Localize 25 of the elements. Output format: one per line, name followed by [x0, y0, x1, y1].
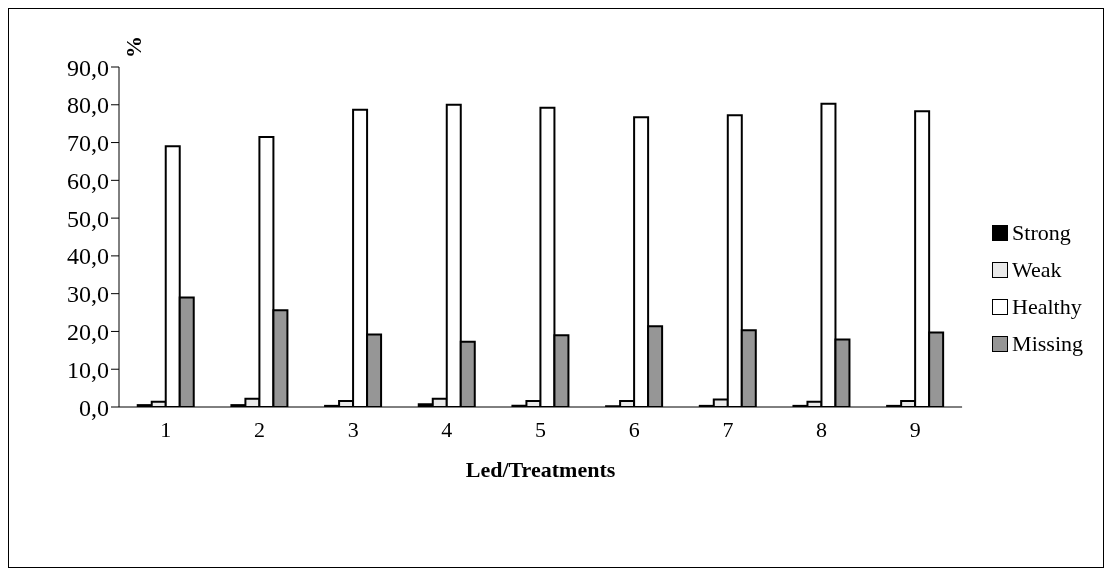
- y-tick-label: 60,0: [67, 167, 109, 194]
- x-axis-title: Led/Treatments: [465, 457, 616, 482]
- y-tick-label: 70,0: [67, 130, 109, 157]
- y-tick-label: 40,0: [67, 243, 109, 270]
- x-tick-label: 7: [722, 416, 734, 442]
- legend-label: Missing: [1012, 330, 1083, 357]
- x-tick-label: 3: [347, 416, 359, 442]
- y-tick-label: 50,0: [67, 205, 109, 232]
- x-tick-label: 5: [535, 416, 547, 442]
- legend-label: Strong: [1012, 219, 1071, 246]
- x-tick-label: 4: [441, 416, 453, 442]
- y-tick-label: 0,0: [79, 394, 109, 421]
- y-tick-label: 10,0: [67, 356, 109, 383]
- y-axis-title: %: [121, 36, 146, 58]
- y-tick-label: 90,0: [67, 54, 109, 81]
- x-tick-label: 6: [628, 416, 640, 442]
- y-tick-label: 20,0: [67, 318, 109, 345]
- x-tick-label: 8: [816, 416, 828, 442]
- y-tick-label: 30,0: [67, 281, 109, 308]
- x-tick-label: 9: [909, 416, 921, 442]
- legend-label: Weak: [1012, 256, 1062, 283]
- y-tick-label: 80,0: [67, 92, 109, 119]
- legend-label: Healthy: [1012, 293, 1082, 320]
- x-tick-label: 2: [254, 416, 266, 442]
- x-tick-label: 1: [160, 416, 172, 442]
